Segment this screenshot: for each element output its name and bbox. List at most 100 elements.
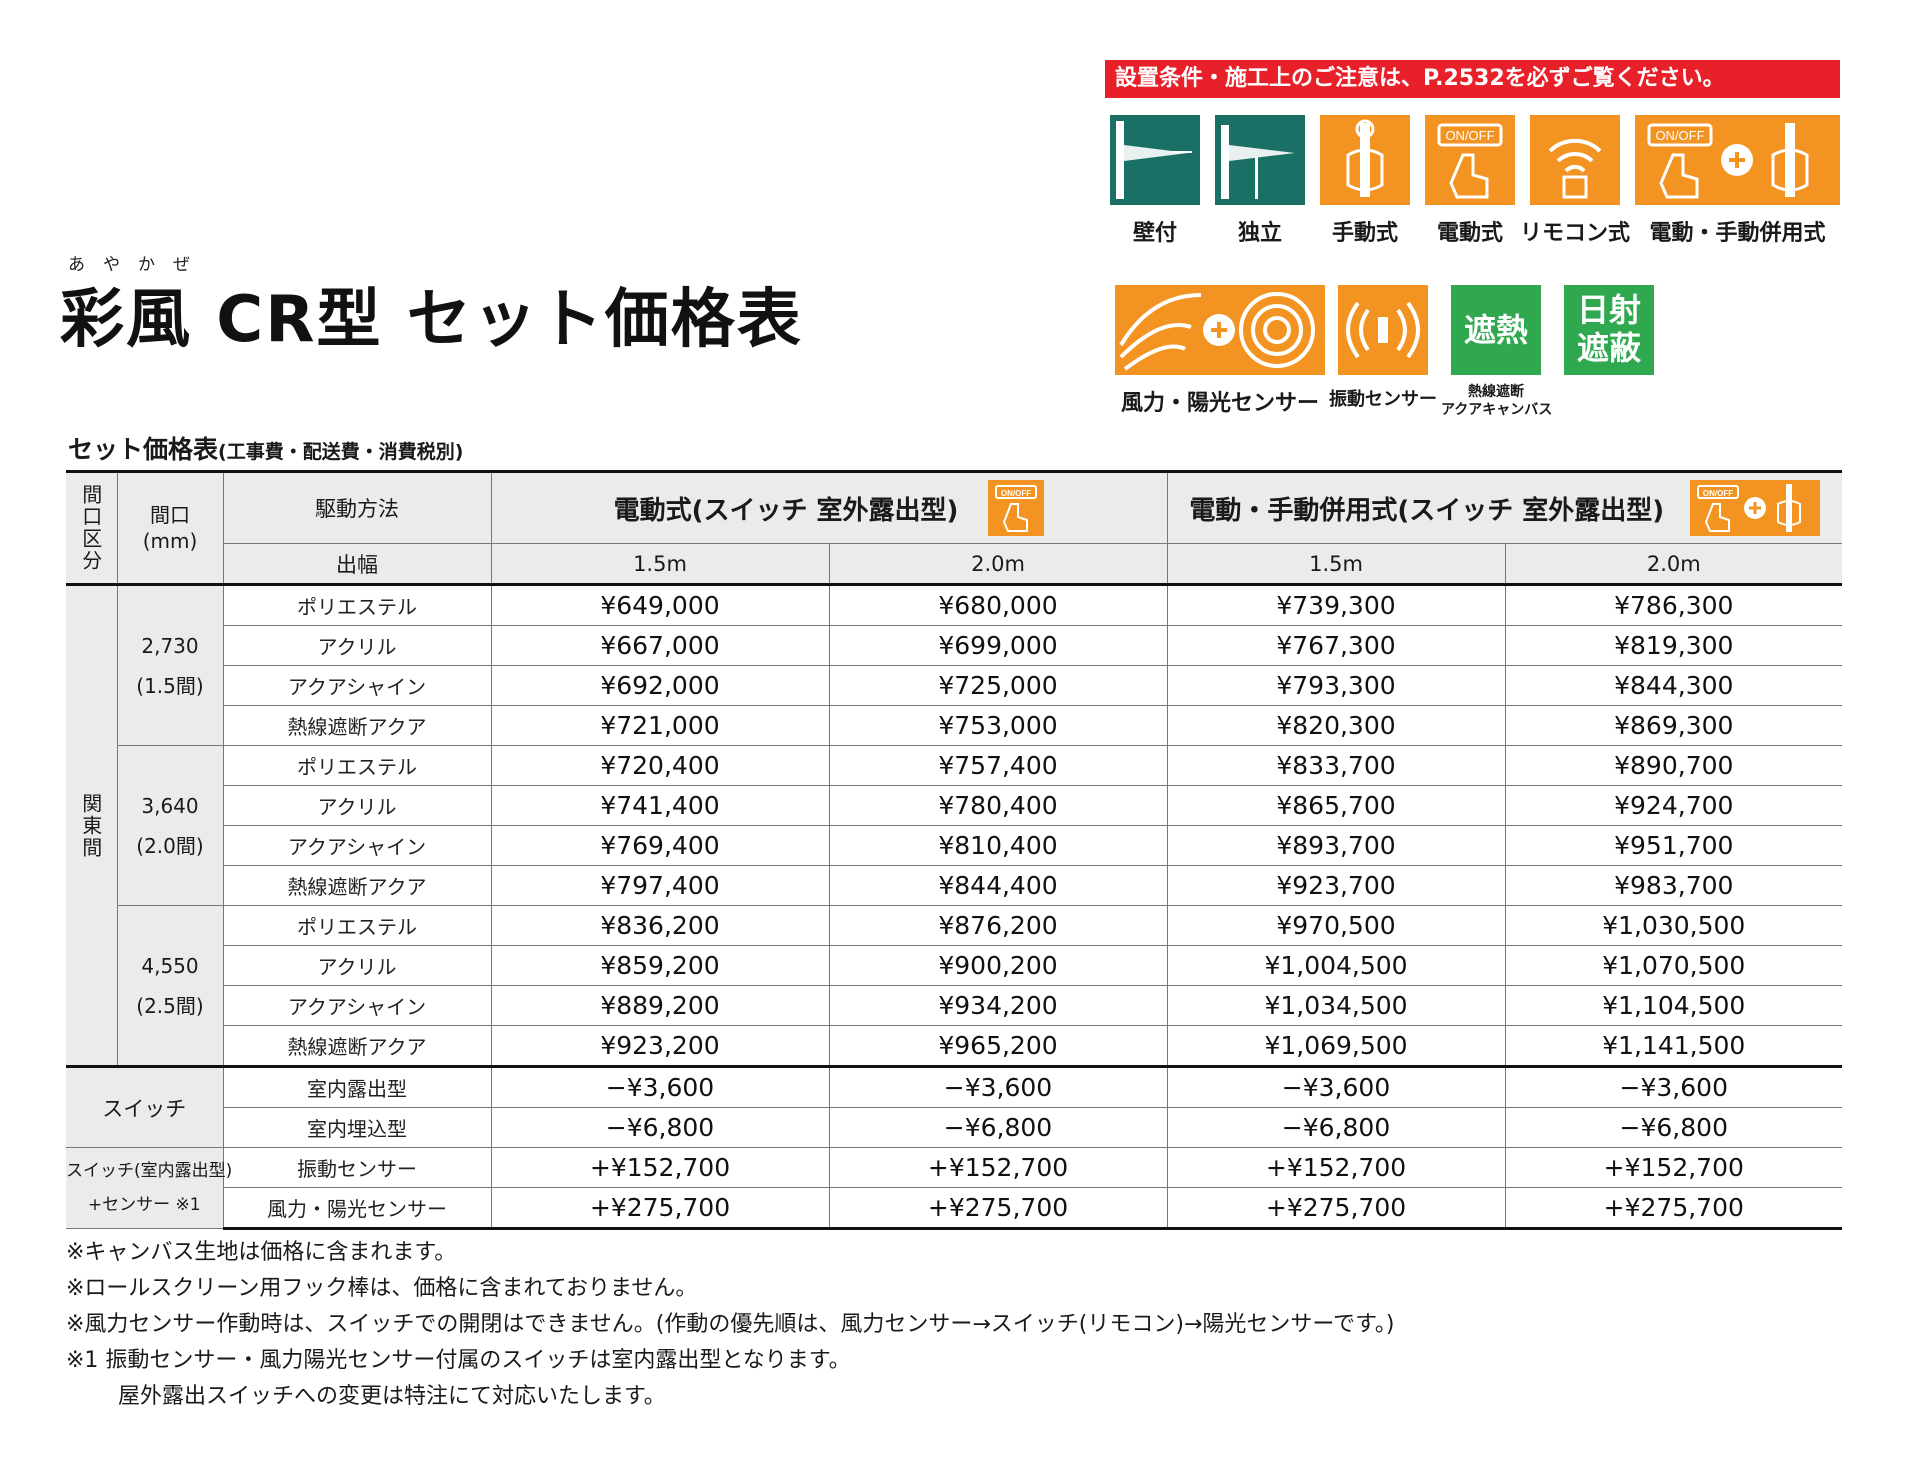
manual-crank-icon bbox=[1320, 115, 1410, 205]
note-3: ※風力センサー作動時は、スイッチでの開閉はできません。(作動の優先順は、風力セン… bbox=[66, 1312, 1395, 1337]
heat-shield-label: 熱線遮断 アクアキャンバス bbox=[1441, 383, 1553, 419]
price-cell: ¥889,200 bbox=[490, 985, 830, 1026]
price-cell: ¥767,300 bbox=[1166, 625, 1506, 666]
table-row: 4,550 (2.5間) ポリエステル ¥836,200 ¥876,200 ¥970,50… bbox=[66, 905, 1843, 1067]
table-row: スイッチ(室内露出型) +センサー ※1 振動センサー +¥152,700 +¥152,… bbox=[66, 1147, 1843, 1229]
width-mm: 2,730 bbox=[141, 633, 199, 658]
price-cell: ¥820,300 bbox=[1166, 705, 1506, 746]
material-cell: アクアシャイン bbox=[222, 825, 492, 866]
projection-c-20: 2.0m bbox=[1504, 543, 1843, 585]
sun-shade-badge: 日射 遮蔽 bbox=[1564, 285, 1654, 375]
sun-shade-line2: 遮蔽 bbox=[1576, 329, 1641, 367]
price-cell: +¥275,700 bbox=[1166, 1187, 1506, 1230]
electric-label: 電動式 bbox=[1436, 221, 1503, 246]
sun-shade-line1: 日射 bbox=[1576, 291, 1641, 329]
projection-c-15: 1.5m bbox=[1166, 543, 1506, 585]
table-row: 熱線遮断アクア ¥721,000 ¥753,000 ¥820,300 ¥869,300 bbox=[66, 705, 1843, 746]
price-cell: ¥900,200 bbox=[828, 945, 1168, 986]
price-table: 間口区分 間口 (mm) 駆動方法 電動式(スイッチ 室外露出型) ON/OFF… bbox=[66, 470, 1843, 1230]
width-mm: 4,550 bbox=[141, 953, 199, 978]
price-cell: ¥844,400 bbox=[828, 865, 1168, 906]
table-subtitle: セット価格表(工事費・配送費・消費税別) bbox=[68, 430, 463, 466]
price-cell: ¥725,000 bbox=[828, 665, 1168, 706]
material-cell: 熱線遮断アクア bbox=[222, 865, 492, 906]
projection-e-20: 2.0m bbox=[828, 543, 1168, 585]
header-area: 間口区分 bbox=[66, 470, 118, 585]
price-cell: +¥152,700 bbox=[828, 1147, 1168, 1188]
svg-text:ON/OFF: ON/OFF bbox=[1445, 128, 1494, 143]
material-cell: 熱線遮断アクア bbox=[222, 705, 492, 746]
width-cell: 2,730 (1.5間) bbox=[116, 583, 224, 746]
price-cell: +¥152,700 bbox=[490, 1147, 830, 1188]
price-cell: ¥739,300 bbox=[1166, 583, 1506, 626]
width-ken: (2.0間) bbox=[136, 833, 204, 858]
price-cell: ¥699,000 bbox=[828, 625, 1168, 666]
width-mm: 3,640 bbox=[141, 793, 199, 818]
page-title: 彩風 CR型 セット価格表 bbox=[60, 283, 803, 357]
remote-control-icon bbox=[1530, 115, 1620, 205]
price-cell: ¥836,200 bbox=[490, 905, 830, 946]
vibration-label: 振動センサー bbox=[1329, 389, 1437, 410]
projection-e-15: 1.5m bbox=[490, 543, 830, 585]
price-cell: ¥965,200 bbox=[828, 1025, 1168, 1067]
price-cell: ¥1,104,500 bbox=[1504, 985, 1843, 1026]
electric-switch-icon: ON/OFF bbox=[988, 480, 1045, 536]
subtitle-note: (工事費・配送費・消費税別) bbox=[218, 441, 464, 463]
price-cell: ¥721,000 bbox=[490, 705, 830, 746]
price-cell: ¥793,300 bbox=[1166, 665, 1506, 706]
switch-type: 室内露出型 bbox=[222, 1065, 492, 1108]
heat-shield-label-line1: 熱線遮断 bbox=[1468, 384, 1524, 400]
price-cell: ¥1,069,500 bbox=[1166, 1025, 1506, 1067]
table-row: 熱線遮断アクア ¥923,200 ¥965,200 ¥1,069,500 ¥1,141,… bbox=[66, 1025, 1843, 1067]
price-cell: ¥1,004,500 bbox=[1166, 945, 1506, 986]
header-width-label: 間口 bbox=[150, 503, 190, 527]
price-cell: +¥152,700 bbox=[1166, 1147, 1506, 1188]
table-row: スイッチ 室内露出型 −¥3,600 −¥3,600 −¥3,600 −¥3,600 bbox=[66, 1065, 1843, 1148]
group-electric-label: 電動式(スイッチ 室外露出型) bbox=[613, 495, 959, 526]
table-row: アクアシャイン ¥769,400 ¥810,400 ¥893,700 ¥951,700 bbox=[66, 825, 1843, 866]
svg-text:ON/OFF: ON/OFF bbox=[1655, 128, 1704, 143]
switch-label: スイッチ bbox=[66, 1065, 224, 1148]
price-cell: ¥951,700 bbox=[1504, 825, 1843, 866]
price-cell: −¥6,800 bbox=[1166, 1107, 1506, 1148]
header-group-electric: 電動式(スイッチ 室外露出型) ON/OFF bbox=[490, 470, 1168, 544]
price-cell: ¥844,300 bbox=[1504, 665, 1843, 706]
freestanding-icon bbox=[1215, 115, 1305, 205]
footnotes: ※キャンバス生地は価格に含まれます。 ※ロールスクリーン用フック棒は、価格に含ま… bbox=[66, 1235, 1394, 1415]
price-cell: ¥1,141,500 bbox=[1504, 1025, 1843, 1067]
price-cell: ¥819,300 bbox=[1504, 625, 1843, 666]
wall-mount-icon bbox=[1110, 115, 1200, 205]
price-cell: −¥3,600 bbox=[1166, 1065, 1506, 1108]
group-combo-label: 電動・手動併用式(スイッチ 室外露出型) bbox=[1189, 495, 1665, 526]
width-ken: (1.5間) bbox=[136, 673, 204, 698]
material-cell: ポリエステル bbox=[222, 745, 492, 786]
vibration-sensor-icon bbox=[1338, 285, 1428, 375]
price-cell: −¥6,800 bbox=[1504, 1107, 1843, 1148]
svg-text:ON/OFF: ON/OFF bbox=[1001, 489, 1031, 498]
price-cell: ¥741,400 bbox=[490, 785, 830, 826]
note-5: 屋外露出スイッチへの変更は特注にて対応いたします。 bbox=[118, 1384, 666, 1409]
table-row: アクアシャイン ¥692,000 ¥725,000 ¥793,300 ¥844,300 bbox=[66, 665, 1843, 706]
material-cell: ポリエステル bbox=[222, 905, 492, 946]
sensor-type: 振動センサー bbox=[222, 1147, 492, 1188]
heat-shield-label-line2: アクアキャンバス bbox=[1441, 402, 1553, 418]
table-row: アクリル ¥667,000 ¥699,000 ¥767,300 ¥819,300 bbox=[66, 625, 1843, 666]
price-cell: ¥983,700 bbox=[1504, 865, 1843, 906]
table-row: 熱線遮断アクア ¥797,400 ¥844,400 ¥923,700 ¥983,700 bbox=[66, 865, 1843, 906]
header-drive: 駆動方法 bbox=[222, 470, 492, 544]
price-cell: ¥692,000 bbox=[490, 665, 830, 706]
price-cell: ¥1,030,500 bbox=[1504, 905, 1843, 946]
price-cell: ¥893,700 bbox=[1166, 825, 1506, 866]
price-cell: ¥757,400 bbox=[828, 745, 1168, 786]
price-cell: ¥680,000 bbox=[828, 583, 1168, 626]
heat-shield-badge: 遮熱 bbox=[1451, 285, 1541, 375]
table-row: 3,640 (2.0間) ポリエステル ¥720,400 ¥757,400 ¥833,70… bbox=[66, 745, 1843, 906]
price-cell: ¥890,700 bbox=[1504, 745, 1843, 786]
combo-label: 電動・手動併用式 bbox=[1649, 221, 1826, 246]
price-cell: +¥275,700 bbox=[490, 1187, 830, 1230]
sensor-type: 風力・陽光センサー bbox=[222, 1187, 492, 1230]
header-projection: 出幅 bbox=[222, 543, 492, 585]
price-cell: ¥649,000 bbox=[490, 583, 830, 626]
table-row: アクリル ¥859,200 ¥900,200 ¥1,004,500 ¥1,070,500 bbox=[66, 945, 1843, 986]
price-cell: −¥3,600 bbox=[1504, 1065, 1843, 1108]
